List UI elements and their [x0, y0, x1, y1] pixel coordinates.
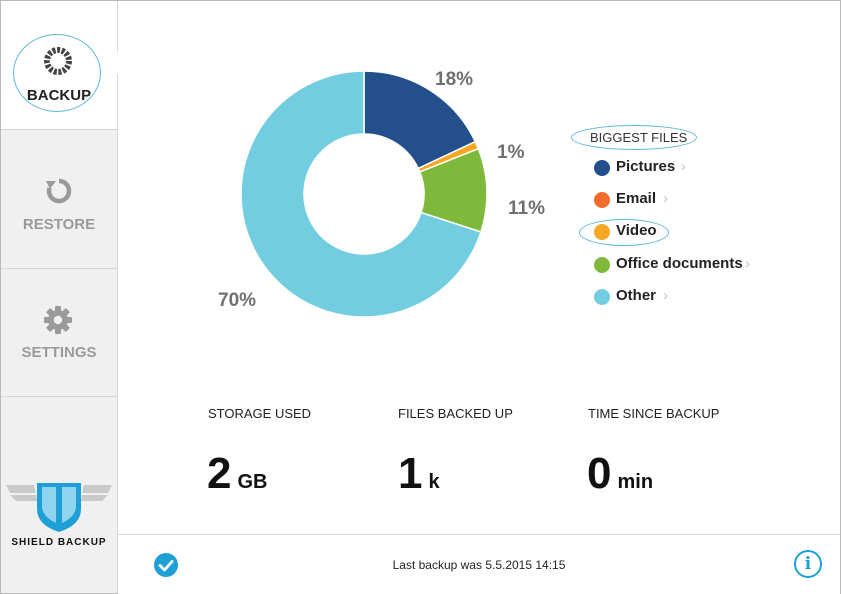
- video-percent-label: 1%: [497, 142, 525, 163]
- shield-logo-icon: [6, 483, 112, 532]
- files-backed-up-label: FILES BACKED UP: [398, 406, 513, 421]
- legend-item-label: Other: [616, 287, 657, 304]
- time-since-backup-unit: min: [617, 471, 654, 493]
- chevron-right-icon: ›: [745, 255, 750, 272]
- legend-title-highlight: [571, 125, 697, 150]
- brand-logo: SHIELD BACKUP: [1, 479, 117, 559]
- other-percent-label: 70%: [218, 290, 257, 311]
- time-since-backup-label: TIME SINCE BACKUP: [588, 406, 720, 421]
- chevron-right-icon: ›: [663, 190, 668, 207]
- pictures-percent-label: 18%: [435, 69, 474, 90]
- active-pointer: [105, 51, 118, 75]
- sidebar: BACKUP RESTORE SETTINGS: [1, 1, 118, 593]
- storage-used-number: 2: [207, 449, 232, 498]
- donut-slice-other: [240, 70, 482, 318]
- sidebar-item-restore[interactable]: RESTORE: [1, 140, 117, 269]
- status-bar: Last backup was 5.5.2015 14:15 i: [118, 534, 840, 594]
- biggest-files-donut-chart: [240, 70, 488, 318]
- legend-item-label: Office documents: [616, 255, 743, 272]
- info-icon[interactable]: i: [794, 550, 822, 578]
- storage-used-unit: GB: [237, 471, 268, 493]
- chevron-right-icon: ›: [681, 158, 686, 175]
- legend-item-label: Video: [616, 222, 657, 239]
- office-documents-dot-icon: [594, 257, 610, 273]
- check-icon: [154, 553, 178, 577]
- restore-icon: [46, 178, 72, 204]
- legend-item-label: Pictures: [616, 158, 676, 175]
- office-percent-label: 11%: [508, 198, 545, 219]
- donut-slice-pictures: [363, 70, 477, 170]
- sidebar-item-backup[interactable]: BACKUP: [1, 1, 117, 130]
- time-since-backup-value: 0 min: [587, 449, 653, 499]
- video-highlight-oval: [579, 219, 669, 246]
- sidebar-item-label: SETTINGS: [21, 344, 97, 361]
- sidebar-item-settings[interactable]: SETTINGS: [1, 268, 117, 397]
- video-dot-icon: [594, 224, 610, 240]
- backup-highlight-oval: [13, 34, 101, 112]
- files-backed-up-unit: k: [428, 471, 440, 493]
- storage-used-value: 2 GB: [207, 449, 267, 499]
- files-backed-up-number: 1: [398, 449, 423, 498]
- legend-title: BIGGEST FILES: [590, 130, 688, 145]
- last-backup-status: Last backup was 5.5.2015 14:15: [392, 558, 566, 572]
- pictures-dot-icon: [594, 160, 610, 176]
- legend-item-label: Email: [616, 190, 657, 207]
- chevron-right-icon: ›: [663, 287, 668, 304]
- other-dot-icon: [594, 289, 610, 305]
- brand-name: SHIELD BACKUP: [11, 537, 107, 548]
- time-since-backup-number: 0: [587, 449, 612, 498]
- email-dot-icon: [594, 192, 610, 208]
- sidebar-item-label: RESTORE: [22, 216, 96, 233]
- gear-icon: [44, 306, 72, 334]
- storage-used-label: STORAGE USED: [208, 406, 312, 421]
